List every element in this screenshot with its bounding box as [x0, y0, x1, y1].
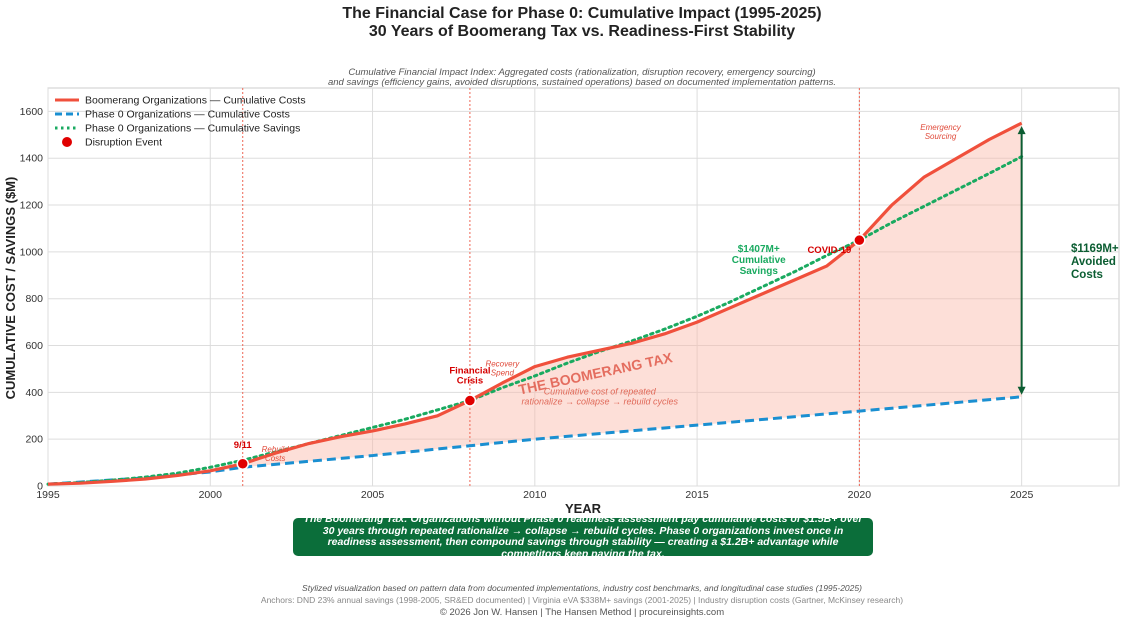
- arrow-head-down: [1017, 386, 1026, 395]
- savings-annotation: $1407M+: [738, 244, 780, 255]
- event-note: Recovery: [485, 360, 520, 369]
- legend-entry: Disruption Event: [85, 137, 162, 149]
- avoided-costs-annotation: Costs: [1071, 269, 1103, 281]
- y-tick-label: 1200: [20, 200, 44, 212]
- legend-swatch: [62, 137, 72, 147]
- event-note: Costs: [265, 454, 285, 463]
- legend-entry: Phase 0 Organizations — Cumulative Savin…: [85, 123, 300, 135]
- y-tick-label: 200: [25, 434, 43, 446]
- y-tick-label: 1600: [20, 106, 44, 118]
- summary-box: The Boomerang Tax: Organizations without…: [293, 513, 873, 559]
- event-label-covid: COVID-19: [807, 245, 851, 256]
- y-tick-label: 800: [25, 293, 43, 305]
- x-tick-label: 2010: [523, 489, 547, 501]
- description-line-2: and savings (efficiency gains, avoided d…: [328, 77, 836, 88]
- disruption-event-point: [236, 457, 249, 471]
- footer-line-3: © 2026 Jon W. Hansen | The Hansen Method…: [440, 607, 724, 618]
- event-label-financial-crisis: Financial: [449, 366, 490, 377]
- x-axis-label: YEAR: [565, 501, 602, 516]
- y-tick-label: 1400: [20, 153, 44, 165]
- boomerang-tax-sublabel: rationalize → collapse → rebuild cycles: [521, 397, 678, 407]
- avoided-costs-annotation: $1169M+: [1071, 243, 1119, 255]
- event-label-financial-crisis: Crisis: [457, 376, 483, 387]
- chart-subtitle: 30 Years of Boomerang Tax vs. Readiness-…: [369, 23, 795, 40]
- legend-entry: Phase 0 Organizations — Cumulative Costs: [85, 109, 290, 121]
- event-note: Emergency: [920, 123, 961, 132]
- plot-area: 0 200 400 600 800 1000 1200 1400 1600 1995 2000 200…: [20, 87, 1120, 501]
- plot-frame: [47, 87, 1120, 487]
- y-tick-label: 0: [37, 481, 43, 493]
- footer-line-1: Stylized visualization based on pattern …: [302, 583, 862, 593]
- x-tick-label: 2005: [361, 489, 385, 501]
- footer-line-2: Anchors: DND 23% annual savings (1998-20…: [261, 595, 903, 605]
- y-tick-label: 600: [25, 340, 43, 352]
- y-axis-label: CUMULATIVE COST / SAVINGS ($M): [3, 177, 18, 400]
- y-tick-label: 1000: [20, 246, 44, 258]
- x-tick-label: 1995: [36, 489, 60, 501]
- event-note: Rebuild: [262, 445, 290, 454]
- event-label-911: 9/11: [234, 440, 253, 451]
- y-tick-label: 400: [25, 387, 43, 399]
- legend-entry: Boomerang Organizations — Cumulative Cos…: [85, 95, 306, 107]
- event-note: Sourcing: [925, 132, 957, 141]
- arrow-head-up: [1017, 126, 1026, 135]
- savings-annotation: Savings: [740, 266, 779, 277]
- disruption-event-point: [463, 394, 477, 407]
- event-note: Spend: [491, 369, 515, 378]
- boomerang-tax-area: [48, 123, 1022, 485]
- boomerang-tax-sublabel: Cumulative cost of repeated: [544, 387, 657, 397]
- description-line-1: Cumulative Financial Impact Index: Aggre…: [348, 67, 815, 78]
- disruption-event-point: [853, 233, 866, 247]
- x-tick-label: 2020: [848, 489, 872, 501]
- chart-title: The Financial Case for Phase 0: Cumulati…: [342, 5, 821, 22]
- x-tick-label: 2015: [685, 489, 709, 501]
- savings-annotation: Cumulative: [732, 255, 786, 266]
- x-tick-label: 2000: [199, 489, 223, 501]
- avoided-costs-annotation: Avoided: [1071, 256, 1116, 268]
- x-tick-label: 2025: [1010, 489, 1034, 501]
